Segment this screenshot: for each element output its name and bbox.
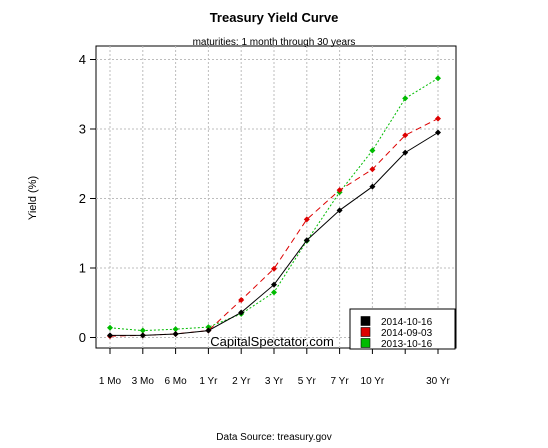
series-point	[435, 129, 441, 136]
series-point	[435, 75, 441, 82]
x-axis: 1 Mo 3 Mo 6 Mo 1 Yr 2 Yr 3 Yr 5 Yr 7 Yr 10 Yr 30 …	[99, 348, 451, 387]
y-axis: 0 1 2 3 4	[79, 52, 96, 345]
series-point	[336, 207, 343, 214]
series-point	[369, 147, 376, 154]
series-point	[435, 115, 441, 122]
y-tick-label: 0	[79, 330, 86, 345]
series-point	[303, 216, 310, 223]
grid-layer	[96, 46, 456, 348]
series-point	[139, 332, 146, 339]
x-tick-label: 3 Yr	[265, 376, 284, 387]
series-point	[139, 327, 146, 334]
series-point	[205, 327, 212, 334]
series-point	[238, 296, 245, 303]
x-tick-label: 3 Mo	[132, 376, 155, 387]
series-point	[336, 187, 343, 194]
legend-label: 2014-09-03	[381, 328, 433, 339]
series-point	[107, 324, 113, 331]
x-tick-label: 10 Yr	[361, 376, 385, 387]
chart-title: Treasury Yield Curve	[210, 10, 339, 25]
x-tick-label: 1 Mo	[99, 376, 122, 387]
legend-label: 2013-10-16	[381, 339, 433, 350]
x-tick-label: 1 Yr	[199, 376, 218, 387]
legend-label: 2014-10-16	[381, 317, 433, 328]
series-layer	[107, 75, 441, 340]
series-point	[369, 166, 376, 173]
series-point	[107, 332, 113, 339]
y-tick-label: 3	[79, 122, 86, 137]
x-tick-label: 7 Yr	[331, 376, 350, 387]
plot-frame	[95, 45, 457, 349]
series-point	[402, 132, 409, 139]
y-tick-label: 2	[79, 191, 86, 206]
y-tick-label: 1	[79, 261, 86, 276]
series-point	[402, 149, 409, 156]
x-tick-label: 6 Mo	[164, 376, 187, 387]
legend-swatch	[360, 338, 371, 348]
series-point	[172, 326, 179, 333]
watermark-text: CapitalSpectator.com	[210, 334, 334, 349]
x-tick-label: 2 Yr	[232, 376, 251, 387]
chart-subtitle: maturities: 1 month through 30 years	[193, 37, 356, 48]
series-point	[172, 331, 179, 338]
legend-swatch	[360, 316, 371, 326]
series-point	[303, 237, 310, 244]
x-tick-label: 5 Yr	[298, 376, 317, 387]
data-source-note: Data Source: treasury.gov	[216, 432, 331, 443]
series-point	[369, 183, 376, 190]
series-point	[402, 95, 409, 102]
legend-swatch	[360, 327, 371, 337]
y-tick-label: 4	[79, 52, 86, 67]
series-point	[238, 309, 245, 316]
x-tick-label: 30 Yr	[426, 376, 450, 387]
y-axis-label: Yield (%)	[27, 176, 39, 220]
series-point	[271, 289, 277, 296]
series-point	[271, 281, 277, 288]
series-point	[271, 265, 277, 272]
